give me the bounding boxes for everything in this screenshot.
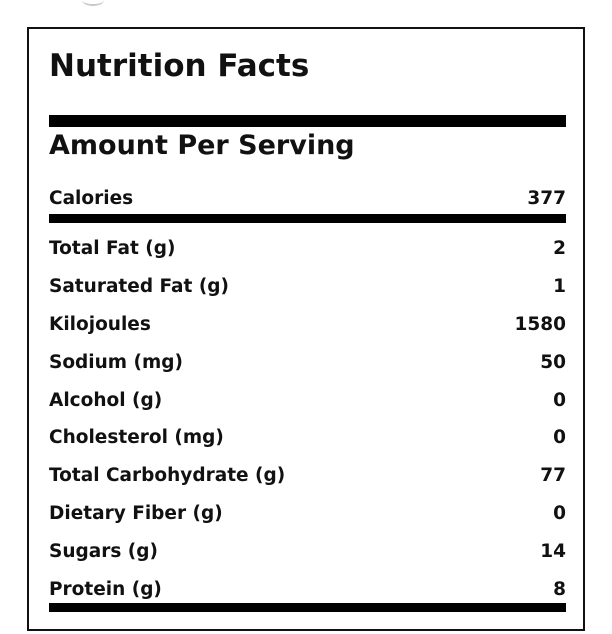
nutrient-row: Saturated Fat (g) 1 (49, 268, 566, 306)
calories-row: Calories 377 (49, 185, 566, 211)
nutrient-value: 1580 (514, 313, 567, 335)
thick-divider (49, 115, 566, 127)
nutrient-row: Sodium (mg) 50 (49, 343, 566, 381)
nutrient-value: 77 (540, 465, 566, 487)
nutrient-label: Kilojoules (49, 313, 151, 335)
nutrient-row: Dietary Fiber (g) 0 (49, 495, 566, 533)
nutrient-row: Protein (g) 8 (49, 570, 566, 608)
nutrient-list: Total Fat (g) 2 Saturated Fat (g) 1 Kilo… (49, 230, 566, 608)
nutrient-value: 0 (553, 427, 566, 449)
nutrient-value: 14 (540, 540, 566, 562)
label-title: Nutrition Facts (49, 48, 310, 84)
nutrient-label: Total Fat (g) (49, 238, 176, 260)
nutrient-label: Alcohol (g) (49, 389, 163, 411)
nutrition-facts-label: Nutrition Facts Amount Per Serving Calor… (27, 27, 585, 631)
nutrient-label: Dietary Fiber (g) (49, 502, 223, 524)
nutrient-label: Total Carbohydrate (g) (49, 465, 286, 487)
nutrient-row: Kilojoules 1580 (49, 306, 566, 344)
amount-per-serving-heading: Amount Per Serving (49, 130, 355, 161)
nutrient-row: Cholesterol (mg) 0 (49, 419, 566, 457)
nutrient-label: Cholesterol (mg) (49, 427, 224, 449)
nutrient-row: Alcohol (g) 0 (49, 381, 566, 419)
nutrient-row: Sugars (g) 14 (49, 532, 566, 570)
bottom-divider (49, 603, 566, 612)
nutrient-row: Total Carbohydrate (g) 77 (49, 457, 566, 495)
medium-divider (49, 214, 566, 223)
nutrient-label: Sugars (g) (49, 540, 158, 562)
nutrient-value: 2 (553, 238, 566, 260)
calories-value: 377 (527, 187, 566, 209)
calories-label: Calories (49, 187, 134, 209)
nutrient-row: Total Fat (g) 2 (49, 230, 566, 268)
decorative-arc (82, 0, 104, 6)
nutrient-value: 1 (553, 276, 566, 298)
nutrient-label: Saturated Fat (g) (49, 276, 229, 298)
nutrient-label: Sodium (mg) (49, 351, 183, 373)
nutrient-label: Protein (g) (49, 578, 162, 600)
nutrient-value: 50 (540, 351, 566, 373)
nutrient-value: 0 (553, 389, 566, 411)
nutrient-value: 0 (553, 502, 566, 524)
nutrient-value: 8 (553, 578, 566, 600)
